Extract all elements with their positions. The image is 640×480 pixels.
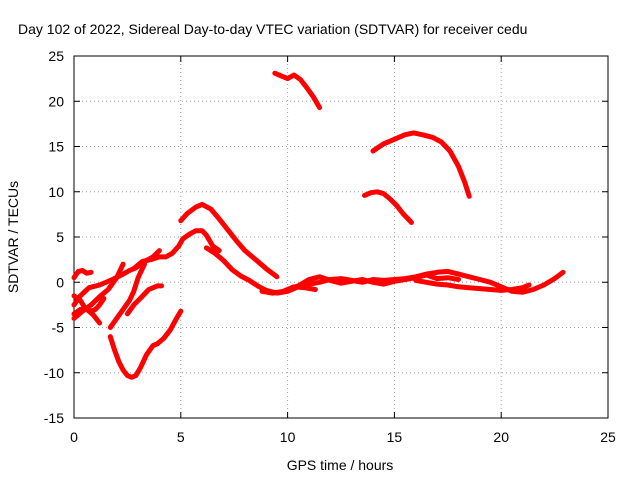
series-arc-j <box>178 201 280 280</box>
series-arc-f <box>107 261 147 330</box>
y-tick-label: 0 <box>56 274 64 290</box>
grid-lines <box>74 56 608 418</box>
y-tick-label: 20 <box>48 93 64 109</box>
y-tick-label: 25 <box>48 48 64 64</box>
series-arc-e <box>71 261 126 321</box>
y-tick-label: -5 <box>52 320 65 336</box>
series-arc-c <box>71 268 94 281</box>
data-series <box>71 70 566 380</box>
x-tick-label: 20 <box>493 429 509 445</box>
series-arc-q <box>362 189 414 225</box>
series-arc-h <box>107 308 184 380</box>
series-arc-g <box>124 283 165 317</box>
x-axis-label: GPS time / hours <box>287 457 394 473</box>
series-arc-p <box>370 130 472 199</box>
series-arc-k <box>203 245 566 296</box>
x-tick-label: 0 <box>70 429 78 445</box>
y-tick-label: -15 <box>44 410 64 426</box>
series-arc-n <box>413 277 532 293</box>
x-tick-label: 10 <box>280 429 296 445</box>
x-tick-label: 5 <box>177 429 185 445</box>
series-arc-i <box>131 228 222 272</box>
chart-title: Day 102 of 2022, Sidereal Day-to-day VTE… <box>18 21 527 37</box>
y-tick-label: 5 <box>56 229 64 245</box>
y-tick-label: 10 <box>48 184 64 200</box>
x-tick-label: 15 <box>387 429 403 445</box>
y-tick-label: 15 <box>48 139 64 155</box>
y-tick-label: -10 <box>44 365 64 381</box>
series-arc-d <box>71 293 107 314</box>
series-arc-m <box>285 272 461 292</box>
series-arc-o <box>272 70 323 111</box>
y-axis-label: SDTVAR / TECUs <box>5 181 21 293</box>
axis-ticks: 0 5 10 15 20 25 -15 -10 -5 0 5 10 15 20 25 <box>44 48 616 445</box>
x-tick-label: 25 <box>600 429 616 445</box>
